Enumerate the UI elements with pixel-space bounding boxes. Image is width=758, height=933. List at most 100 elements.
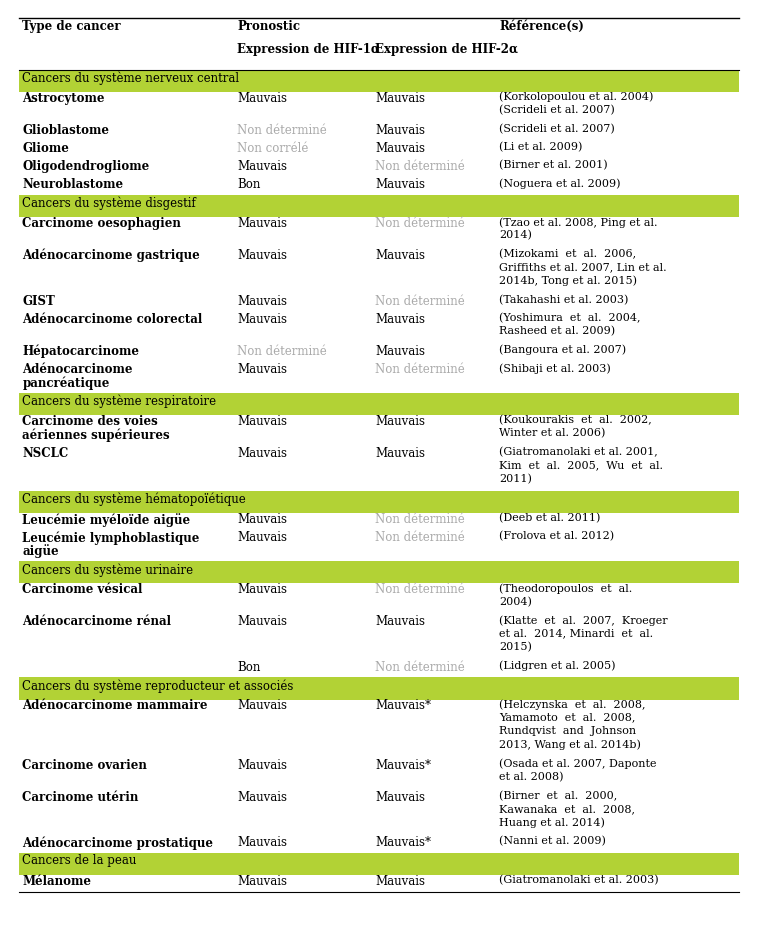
Text: Mauvais: Mauvais [237,160,287,174]
Text: Carcinome oesophagien: Carcinome oesophagien [23,217,181,230]
Text: Cancers du système respiratoire: Cancers du système respiratoire [23,395,217,409]
Text: (Korkolopoulou et al. 2004): (Korkolopoulou et al. 2004) [499,91,653,103]
Text: Mauvais: Mauvais [237,583,287,596]
Bar [19,70,739,91]
Text: Kawanaka  et  al.  2008,: Kawanaka et al. 2008, [499,804,635,814]
Text: Mauvais: Mauvais [237,531,287,544]
Text: Oligodendrogliome: Oligodendrogliome [23,160,149,174]
Text: Adénocarcinome: Adénocarcinome [23,363,133,376]
Text: Non déterminé: Non déterminé [237,344,327,357]
Text: Non corrélé: Non corrélé [237,142,309,155]
Text: Mauvais: Mauvais [237,875,287,887]
Text: Kim  et  al.  2005,  Wu  et  al.: Kim et al. 2005, Wu et al. [499,460,663,470]
Text: Yamamoto  et  al.  2008,: Yamamoto et al. 2008, [499,713,635,723]
Text: Expression de HIF-2α: Expression de HIF-2α [375,43,518,56]
Text: Non déterminé: Non déterminé [375,531,465,544]
Text: Mauvais: Mauvais [237,759,287,772]
Text: Pronostic: Pronostic [237,21,300,34]
Text: Mauvais*: Mauvais* [375,759,431,772]
Text: (Birner et al. 2001): (Birner et al. 2001) [499,160,608,171]
Text: Expression de HIF-1α: Expression de HIF-1α [237,43,380,56]
Text: Cancers du système disgestif: Cancers du système disgestif [23,197,196,210]
Text: Mauvais: Mauvais [237,313,287,326]
Bar [19,491,739,513]
Text: Mauvais: Mauvais [237,415,287,428]
Text: Non déterminé: Non déterminé [375,661,465,674]
Text: Glioblastome: Glioblastome [23,124,109,136]
Text: Mauvais: Mauvais [375,344,425,357]
Text: Huang et al. 2014): Huang et al. 2014) [499,817,605,828]
Text: (Nanni et al. 2009): (Nanni et al. 2009) [499,836,606,846]
Text: Gliome: Gliome [23,142,69,155]
Text: Neuroblastome: Neuroblastome [23,178,124,191]
Text: NSCLC: NSCLC [23,447,69,460]
Text: et al.  2014, Minardi  et  al.: et al. 2014, Minardi et al. [499,629,653,638]
Text: Mauvais: Mauvais [375,124,425,136]
Bar [19,562,739,583]
Bar [19,677,739,700]
Text: aigüe: aigüe [23,545,59,558]
Text: Carcinome utérin: Carcinome utérin [23,790,139,803]
Text: 2004): 2004) [499,597,532,607]
Text: (Li et al. 2009): (Li et al. 2009) [499,142,582,152]
Text: (Giatromanolaki et al. 2001,: (Giatromanolaki et al. 2001, [499,447,658,457]
Text: Leucémie myéloïde aigüe: Leucémie myéloïde aigüe [23,513,190,527]
Text: (Scrideli et al. 2007): (Scrideli et al. 2007) [499,105,615,116]
Bar [19,853,739,875]
Text: Mauvais: Mauvais [237,790,287,803]
Text: Cancers du système hématopoïétique: Cancers du système hématopoïétique [23,493,246,507]
Text: Mauvais: Mauvais [375,790,425,803]
Text: Carcinome des voies: Carcinome des voies [23,415,158,428]
Text: (Frolova et al. 2012): (Frolova et al. 2012) [499,531,614,541]
Text: Rasheed et al. 2009): Rasheed et al. 2009) [499,326,615,337]
Text: (Deeb et al. 2011): (Deeb et al. 2011) [499,513,600,523]
Text: Mauvais: Mauvais [237,295,287,308]
Text: Rundqvist  and  Johnson: Rundqvist and Johnson [499,726,636,736]
Text: Non déterminé: Non déterminé [237,124,327,136]
Text: 2014b, Tong et al. 2015): 2014b, Tong et al. 2015) [499,275,637,286]
Text: Adénocarcinome prostatique: Adénocarcinome prostatique [23,836,214,850]
Text: Carcinome vésical: Carcinome vésical [23,583,143,596]
Text: Mauvais*: Mauvais* [375,700,431,713]
Text: (Tzao et al. 2008, Ping et al.: (Tzao et al. 2008, Ping et al. [499,217,658,228]
Text: Cancers du système urinaire: Cancers du système urinaire [23,564,193,577]
Text: Bon: Bon [237,661,261,674]
Text: (Helczynska  et  al.  2008,: (Helczynska et al. 2008, [499,700,646,710]
Text: (Takahashi et al. 2003): (Takahashi et al. 2003) [499,295,628,305]
Text: Cancers de la peau: Cancers de la peau [23,855,136,868]
Text: Mauvais: Mauvais [375,616,425,628]
Text: (Lidgren et al. 2005): (Lidgren et al. 2005) [499,661,615,672]
Text: Non déterminé: Non déterminé [375,583,465,596]
Text: et al. 2008): et al. 2008) [499,772,563,782]
Text: Adénocarcinome mammaire: Adénocarcinome mammaire [23,700,208,713]
Bar [19,195,739,217]
Text: 2013, Wang et al. 2014b): 2013, Wang et al. 2014b) [499,739,641,750]
Text: Mauvais: Mauvais [375,142,425,155]
Text: Bon: Bon [237,178,261,191]
Text: GIST: GIST [23,295,55,308]
Text: Type de cancer: Type de cancer [23,21,121,34]
Text: Mauvais: Mauvais [237,513,287,526]
Text: Non déterminé: Non déterminé [375,160,465,174]
Text: Hépatocarcinome: Hépatocarcinome [23,344,139,358]
Text: Leucémie lymphoblastique: Leucémie lymphoblastique [23,531,200,545]
Text: Mauvais: Mauvais [375,178,425,191]
Text: pancréatique: pancréatique [23,376,110,390]
Text: Mélanome: Mélanome [23,875,92,887]
Text: Cancers du système nerveux central: Cancers du système nerveux central [23,72,240,85]
Text: (Shibaji et al. 2003): (Shibaji et al. 2003) [499,363,611,373]
Text: Adénocarcinome gastrique: Adénocarcinome gastrique [23,249,200,262]
Text: (Osada et al. 2007, Daponte: (Osada et al. 2007, Daponte [499,759,656,769]
Text: Mauvais: Mauvais [237,363,287,376]
Text: Non déterminé: Non déterminé [375,513,465,526]
Text: Mauvais: Mauvais [375,875,425,887]
Text: (Noguera et al. 2009): (Noguera et al. 2009) [499,178,621,189]
Text: aériennes supérieures: aériennes supérieures [23,428,170,442]
Text: Mauvais: Mauvais [237,249,287,262]
Text: Mauvais: Mauvais [237,836,287,849]
Text: Non déterminé: Non déterminé [375,295,465,308]
Text: Adénocarcinome rénal: Adénocarcinome rénal [23,616,171,628]
Text: Mauvais: Mauvais [375,91,425,104]
Text: Mauvais: Mauvais [237,217,287,230]
Text: Mauvais: Mauvais [237,616,287,628]
